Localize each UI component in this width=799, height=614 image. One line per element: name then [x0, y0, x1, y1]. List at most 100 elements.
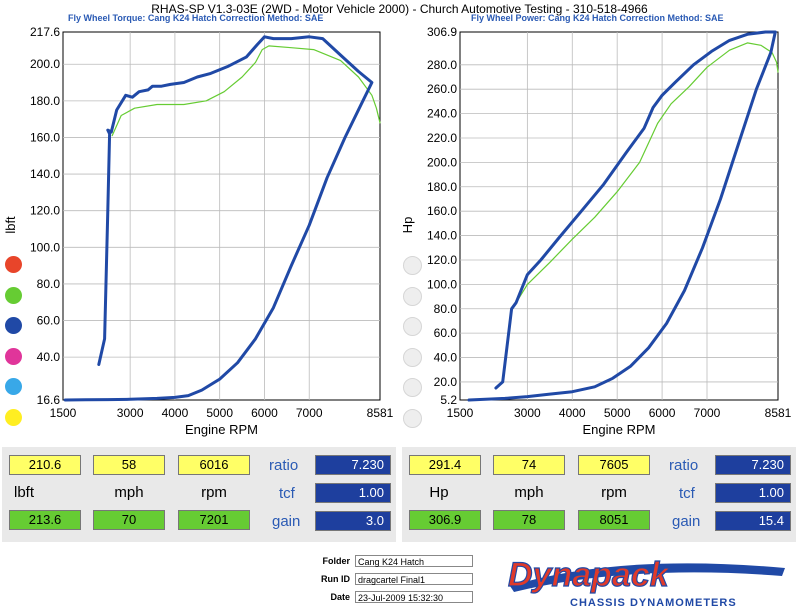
tcf-label: tcf [679, 485, 695, 502]
page-title: RHAS-SP V1.3-03E (2WD - Motor Vehicle 20… [151, 2, 648, 16]
run-swatch-empty[interactable] [403, 378, 422, 397]
y-tick-label: 200.0 [30, 57, 60, 71]
run-swatch-empty[interactable] [403, 317, 422, 336]
readout-bottom-hp: 306.9 [409, 510, 481, 530]
unit-rpm: rpm [601, 484, 627, 501]
x-tick-label: 7000 [694, 406, 721, 420]
run-swatch-empty[interactable] [403, 408, 422, 428]
folder-value: Cang K24 Hatch [355, 555, 473, 567]
y-tick-label: 220.0 [427, 131, 457, 145]
run-swatch[interactable] [5, 378, 22, 395]
x-tick-label: 3000 [117, 406, 144, 420]
readout-bottom-lbft: 213.6 [9, 510, 81, 530]
y-tick-label: 160.0 [427, 204, 457, 218]
tcf-value: 1.00 [315, 483, 391, 503]
x-tick-label: 3000 [514, 406, 541, 420]
dynapack-logo: Dynapack CHASSIS DYNAMOMETERS [507, 555, 785, 609]
x-tick-label: 4000 [162, 406, 189, 420]
ratio-value: 7.230 [315, 455, 391, 475]
y-tick-label: 140.0 [427, 229, 457, 243]
y-tick-label: 60.0 [434, 326, 458, 340]
run-swatch[interactable] [5, 347, 22, 365]
y-tick-label: 80.0 [434, 302, 458, 316]
y-tick-label: 260.0 [427, 82, 457, 96]
x-tick-label: 8581 [765, 406, 792, 420]
x-tick-label: 5000 [206, 406, 233, 420]
unit-hp: Hp [429, 484, 449, 501]
y-tick-label: 280.0 [427, 58, 457, 72]
y-tick-label: 180.0 [30, 94, 60, 108]
y-tick-label: 16.6 [37, 393, 61, 407]
torque-chart: 1500 3000 4000 5000 6000 7000 8581 16.6 40.0 60.0… [3, 25, 394, 437]
readout-bottom-mph: 70 [93, 510, 165, 530]
readout-top-lbft: 210.6 [9, 455, 81, 475]
run-swatch-empty[interactable] [403, 256, 422, 275]
y-axis-label: Hp [400, 217, 415, 234]
unit-mph: mph [114, 484, 144, 501]
unit-mph: mph [514, 484, 544, 501]
gain-label: gain [672, 513, 701, 530]
run-swatch-empty[interactable] [403, 286, 422, 306]
runid-value: dragcartel Final1 [355, 573, 473, 585]
power-chart-subtitle: Fly Wheel Power: Cang K24 Hatch Correcti… [471, 13, 724, 23]
run-swatch[interactable] [5, 286, 22, 304]
y-axis-label: lbft [3, 216, 18, 234]
readout-bottom-rpm: 8051 [578, 510, 650, 530]
readout-top-mph: 58 [93, 455, 165, 475]
gain-label: gain [272, 513, 301, 530]
power-readout-panel: 291.4 74 7605 Hp mph rpm 306.9 78 8051 r… [402, 447, 796, 542]
folder-label: Folder [322, 556, 350, 566]
y-tick-label: 100.0 [427, 277, 457, 291]
ratio-label: ratio [269, 457, 299, 474]
plot-area [459, 31, 779, 401]
x-tick-label: 6000 [649, 406, 676, 420]
readout-bottom-mph: 78 [493, 510, 565, 530]
x-axis-label: Engine RPM [185, 422, 258, 437]
readout-top-hp: 291.4 [409, 455, 481, 475]
unit-rpm: rpm [201, 484, 227, 501]
gain-value: 3.0 [315, 511, 391, 531]
readout-bottom-rpm: 7201 [178, 510, 250, 530]
y-tick-label: 306.9 [427, 25, 457, 39]
y-tick-label: 120.0 [30, 204, 60, 218]
power-chart: 1500 3000 4000 5000 6000 7000 8581 5.2 20.0 40.0 6… [400, 25, 792, 437]
date-label: Date [330, 592, 350, 602]
y-tick-label: 140.0 [30, 167, 60, 181]
x-tick-label: 4000 [559, 406, 586, 420]
torque-chart-subtitle: Fly Wheel Torque: Cang K24 Hatch Correct… [68, 13, 324, 23]
x-tick-label: 7000 [296, 406, 323, 420]
series-line [467, 30, 777, 402]
x-tick-label: 8581 [367, 406, 394, 420]
gain-value: 15.4 [715, 511, 791, 531]
run-swatch-empty[interactable] [403, 347, 422, 367]
x-tick-label: 1500 [50, 406, 77, 420]
unit-lbft: lbft [13, 484, 34, 501]
run-swatch[interactable] [5, 256, 22, 273]
tcf-label: tcf [279, 485, 295, 502]
y-tick-label: 200.0 [427, 155, 457, 169]
run-swatch[interactable] [5, 317, 22, 334]
y-tick-label: 180.0 [427, 180, 457, 194]
x-tick-label: 5000 [604, 406, 631, 420]
y-tick-label: 240.0 [427, 107, 457, 121]
x-tick-label: 6000 [251, 406, 278, 420]
readout-top-rpm: 6016 [178, 455, 250, 475]
y-tick-label: 40.0 [37, 350, 61, 364]
svg-text:Dynapack: Dynapack [508, 556, 671, 594]
x-axis-label: Engine RPM [583, 422, 656, 437]
y-tick-label: 80.0 [37, 277, 61, 291]
series-line [63, 35, 374, 402]
ratio-label: ratio [669, 457, 699, 474]
readout-top-mph: 74 [493, 455, 565, 475]
x-tick-label: 1500 [447, 406, 474, 420]
y-tick-label: 120.0 [427, 253, 457, 267]
torque-readout-panel: 210.6 58 6016 lbft mph rpm 213.6 70 7201… [2, 447, 396, 542]
ratio-value: 7.230 [715, 455, 791, 475]
series-line [111, 45, 381, 137]
readout-top-rpm: 7605 [578, 455, 650, 475]
y-tick-label: 100.0 [30, 240, 60, 254]
y-tick-label: 160.0 [30, 130, 60, 144]
series-line [511, 42, 779, 311]
run-swatch[interactable] [5, 408, 22, 426]
y-tick-label: 40.0 [434, 351, 458, 365]
